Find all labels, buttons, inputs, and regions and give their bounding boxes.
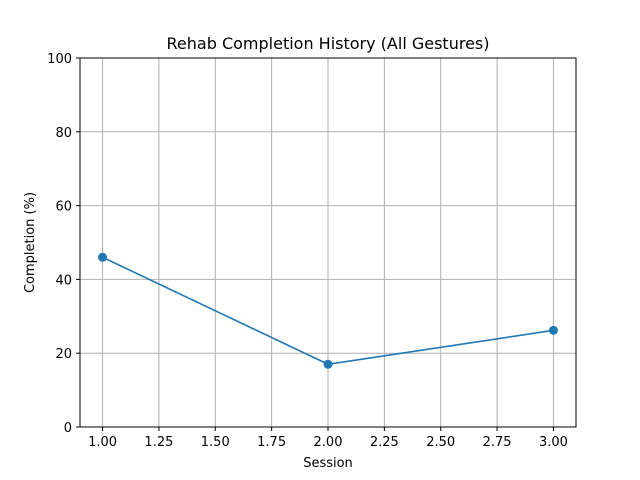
data-point <box>548 325 558 335</box>
x-tick-label: 1.50 <box>201 435 230 450</box>
x-tick-label: 2.00 <box>314 435 343 450</box>
y-tick-label: 100 <box>47 52 72 67</box>
y-tick-label: 40 <box>55 273 72 288</box>
x-tick-label: 2.75 <box>483 435 512 450</box>
x-tick-label: 1.00 <box>88 435 117 450</box>
series <box>98 252 558 369</box>
ticks: 1.00 1.25 1.50 1.75 2.00 2.25 2.50 2.75 3.00 0 20 4… <box>47 52 568 450</box>
y-tick-label: 60 <box>55 200 72 215</box>
y-tick-label: 80 <box>55 126 72 141</box>
grid <box>80 57 576 428</box>
y-tick-label: 0 <box>64 421 72 436</box>
data-point <box>323 359 333 369</box>
x-tick-label: 1.25 <box>144 435 173 450</box>
x-tick-label: 2.25 <box>370 435 399 450</box>
y-tick-label: 20 <box>55 347 72 362</box>
chart-title: Rehab Completion History (All Gestures) <box>167 34 490 53</box>
y-axis-label: Completion (%) <box>23 192 38 293</box>
x-axis-label: Session <box>303 456 353 471</box>
x-tick-label: 2.50 <box>426 435 455 450</box>
x-tick-label: 1.75 <box>257 435 286 450</box>
x-tick-label: 3.00 <box>539 435 568 450</box>
data-point <box>98 252 108 262</box>
